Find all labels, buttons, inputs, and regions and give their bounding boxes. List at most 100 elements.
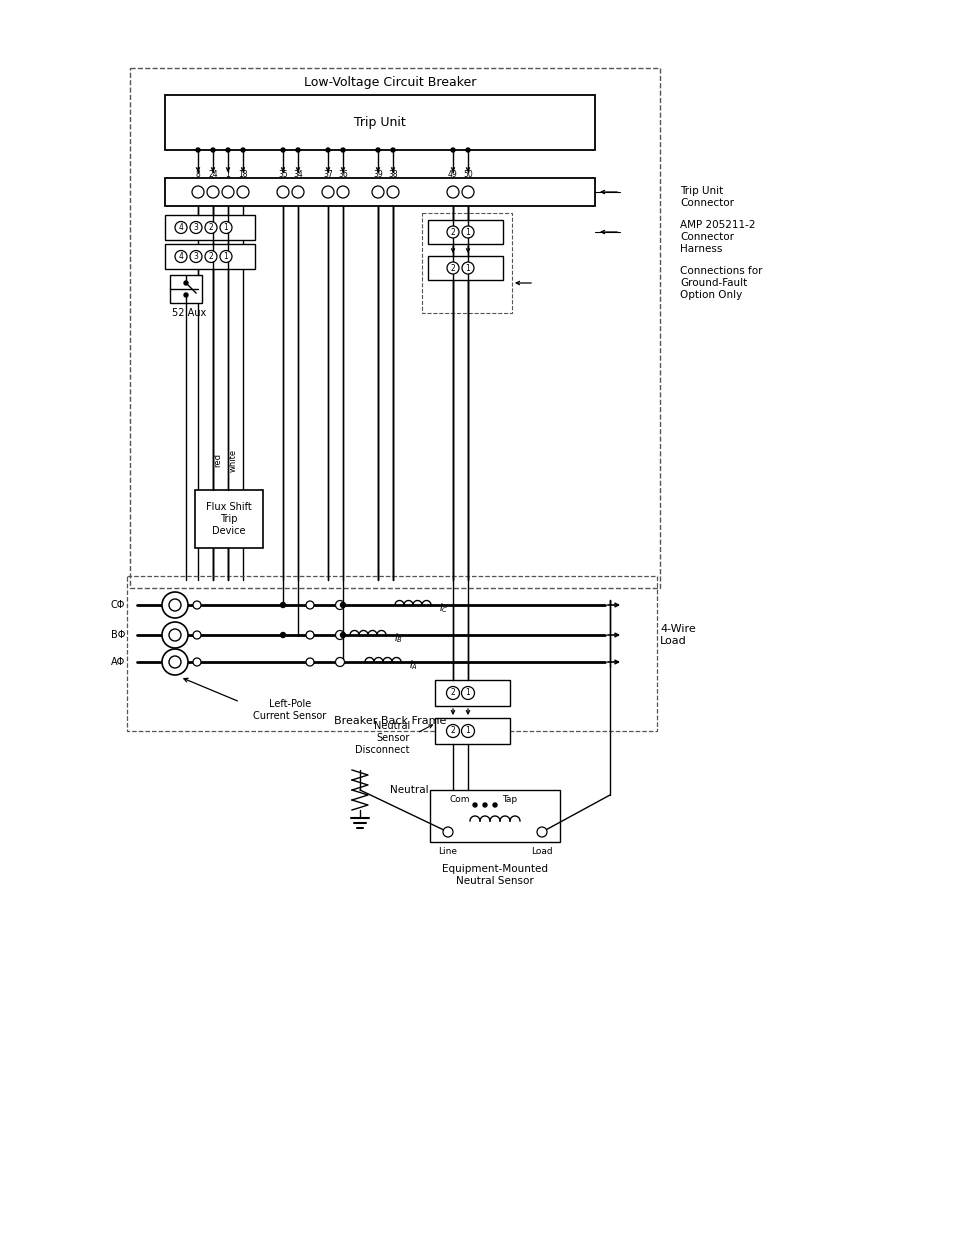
Text: Trip Unit: Trip Unit: [354, 116, 405, 128]
Bar: [165, 178, 595, 206]
Circle shape: [184, 293, 188, 296]
Circle shape: [340, 148, 345, 152]
Circle shape: [387, 186, 398, 198]
Text: Neutral
Sensor
Disconnect: Neutral Sensor Disconnect: [355, 721, 410, 755]
Text: 2: 2: [450, 263, 455, 273]
Text: $I_B$: $I_B$: [394, 631, 403, 645]
Text: 39: 39: [373, 169, 382, 179]
Circle shape: [451, 148, 455, 152]
Text: $I_C$: $I_C$: [438, 601, 448, 615]
Circle shape: [340, 632, 345, 637]
Circle shape: [193, 658, 201, 666]
Text: 4: 4: [178, 252, 183, 261]
Circle shape: [241, 148, 245, 152]
Text: Breaker Back Frame: Breaker Back Frame: [334, 716, 446, 726]
Circle shape: [205, 221, 216, 233]
Circle shape: [306, 601, 314, 609]
Text: Tap: Tap: [502, 795, 517, 804]
Text: 50: 50: [462, 169, 473, 179]
Circle shape: [292, 186, 304, 198]
Text: 18: 18: [238, 169, 248, 179]
Text: 4-Wire
Load: 4-Wire Load: [659, 624, 695, 646]
Circle shape: [461, 725, 474, 737]
Text: Connections for
Ground-Fault
Option Only: Connections for Ground-Fault Option Only: [679, 267, 761, 300]
Bar: [430, 790, 559, 842]
Circle shape: [169, 599, 181, 611]
Text: 3: 3: [193, 252, 198, 261]
Bar: [170, 275, 202, 303]
Circle shape: [190, 221, 202, 233]
Circle shape: [280, 632, 285, 637]
Circle shape: [447, 262, 458, 274]
Text: Low-Voltage Circuit Breaker: Low-Voltage Circuit Breaker: [303, 75, 476, 89]
Text: AΦ: AΦ: [111, 657, 125, 667]
Bar: [435, 718, 510, 743]
Circle shape: [446, 725, 459, 737]
Circle shape: [461, 226, 474, 238]
Circle shape: [195, 148, 200, 152]
Circle shape: [447, 226, 458, 238]
Circle shape: [335, 631, 344, 640]
Circle shape: [372, 186, 384, 198]
Bar: [194, 490, 263, 548]
Text: 1: 1: [223, 252, 228, 261]
Text: Load: Load: [531, 847, 552, 857]
Text: Equipment-Mounted
Neutral Sensor: Equipment-Mounted Neutral Sensor: [441, 864, 547, 885]
Text: 2: 2: [450, 227, 455, 236]
Circle shape: [493, 803, 497, 806]
Text: AMP 205211-2
Connector
Harness: AMP 205211-2 Connector Harness: [679, 220, 755, 253]
Text: 37: 37: [323, 169, 333, 179]
Circle shape: [184, 282, 188, 285]
Bar: [127, 576, 657, 731]
Circle shape: [162, 650, 188, 676]
Text: white: white: [229, 448, 237, 472]
Text: 38: 38: [388, 169, 397, 179]
Text: BΦ: BΦ: [111, 630, 125, 640]
Bar: [428, 256, 502, 280]
Text: Left-Pole
Current Sensor: Left-Pole Current Sensor: [253, 699, 326, 721]
Circle shape: [280, 603, 285, 608]
Circle shape: [461, 186, 474, 198]
Circle shape: [375, 148, 379, 152]
Text: 2: 2: [450, 688, 455, 698]
Text: 1: 1: [465, 688, 470, 698]
Circle shape: [169, 656, 181, 668]
Text: 2: 2: [450, 726, 455, 736]
Circle shape: [174, 251, 187, 263]
Bar: [428, 220, 502, 245]
Circle shape: [446, 687, 459, 699]
Circle shape: [340, 603, 345, 608]
Circle shape: [306, 658, 314, 666]
Circle shape: [205, 251, 216, 263]
Text: 52 Aux: 52 Aux: [172, 308, 206, 317]
Bar: [165, 95, 595, 149]
Bar: [165, 215, 254, 240]
Circle shape: [306, 631, 314, 638]
Circle shape: [482, 803, 486, 806]
Bar: [435, 680, 510, 706]
Text: 34: 34: [293, 169, 302, 179]
Text: 1: 1: [226, 169, 230, 179]
Text: 1: 1: [465, 726, 470, 736]
Text: 36: 36: [337, 169, 348, 179]
Circle shape: [236, 186, 249, 198]
Circle shape: [473, 803, 476, 806]
Circle shape: [295, 148, 299, 152]
Text: Com: Com: [449, 795, 470, 804]
Bar: [130, 68, 659, 588]
Text: $I_A$: $I_A$: [409, 658, 417, 672]
Circle shape: [322, 186, 334, 198]
Bar: [421, 212, 512, 312]
Circle shape: [222, 186, 233, 198]
Circle shape: [174, 221, 187, 233]
Circle shape: [193, 631, 201, 638]
Circle shape: [335, 657, 344, 667]
Circle shape: [162, 592, 188, 618]
Circle shape: [461, 687, 474, 699]
Text: Line: Line: [438, 847, 457, 857]
Circle shape: [190, 251, 202, 263]
Text: 3: 3: [193, 224, 198, 232]
Circle shape: [226, 148, 230, 152]
Circle shape: [461, 262, 474, 274]
Circle shape: [335, 600, 344, 610]
